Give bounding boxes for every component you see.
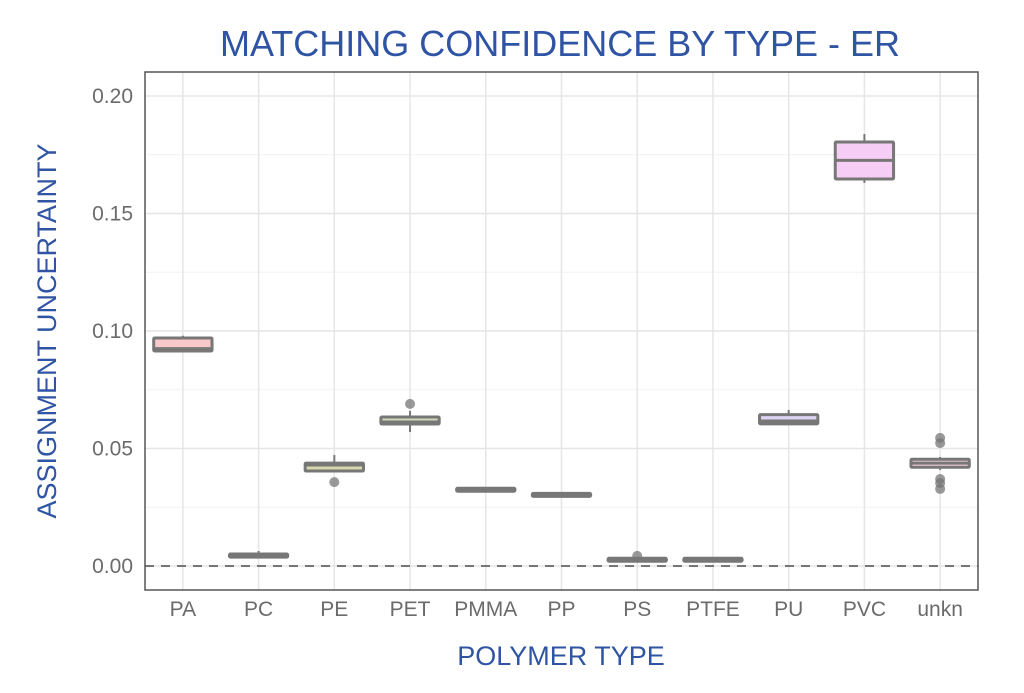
x-tick-label: PA — [170, 598, 196, 621]
y-tick-label: 0.20 — [92, 85, 133, 108]
x-tick-label: unkn — [917, 598, 963, 621]
y-tick-label: 0.05 — [92, 438, 133, 461]
box-unkn — [909, 432, 971, 494]
x-tick-label: PMMA — [454, 598, 517, 621]
box-pmma — [455, 486, 517, 493]
y-ticks: 0.00 0.05 0.10 0.15 0.20 — [92, 85, 133, 578]
grid — [145, 72, 978, 590]
x-tick-label: PS — [623, 598, 651, 621]
outlier-point — [935, 483, 946, 494]
x-tick-label: PE — [320, 598, 348, 621]
y-tick-label: 0.15 — [92, 203, 133, 226]
y-axis-title: ASSIGNMENT UNCERTAINTY — [32, 143, 62, 518]
x-tick-label: PVC — [843, 598, 886, 621]
y-tick-label: 0.10 — [92, 320, 133, 343]
box-pu — [758, 409, 820, 426]
outlier-point — [405, 398, 416, 409]
plot-border — [144, 71, 979, 591]
x-ticks: PA PC PE PET PMMA PP PS PTFE PU PVC unkn — [170, 598, 963, 621]
outlier-point — [632, 550, 643, 561]
chart-title: MATCHING CONFIDENCE BY TYPE - ER — [220, 23, 900, 64]
boxes — [152, 134, 971, 563]
outlier-point — [935, 438, 946, 449]
y-tick-label: 0.00 — [92, 555, 133, 578]
x-tick-label: PP — [547, 598, 575, 621]
box-pp — [530, 491, 593, 498]
box-pa — [152, 335, 214, 353]
x-tick-label: PU — [774, 598, 803, 621]
box-pc — [227, 550, 290, 559]
box-pvc — [833, 134, 896, 183]
outlier-point — [329, 477, 340, 488]
x-tick-label: PTFE — [686, 598, 740, 621]
box-ps — [606, 550, 668, 563]
x-tick-label: PET — [390, 598, 431, 621]
box-ptfe — [682, 556, 744, 563]
box-pet — [379, 398, 441, 433]
box-pe — [303, 455, 365, 488]
x-tick-label: PC — [244, 598, 273, 621]
x-axis-title: POLYMER TYPE — [457, 641, 665, 671]
